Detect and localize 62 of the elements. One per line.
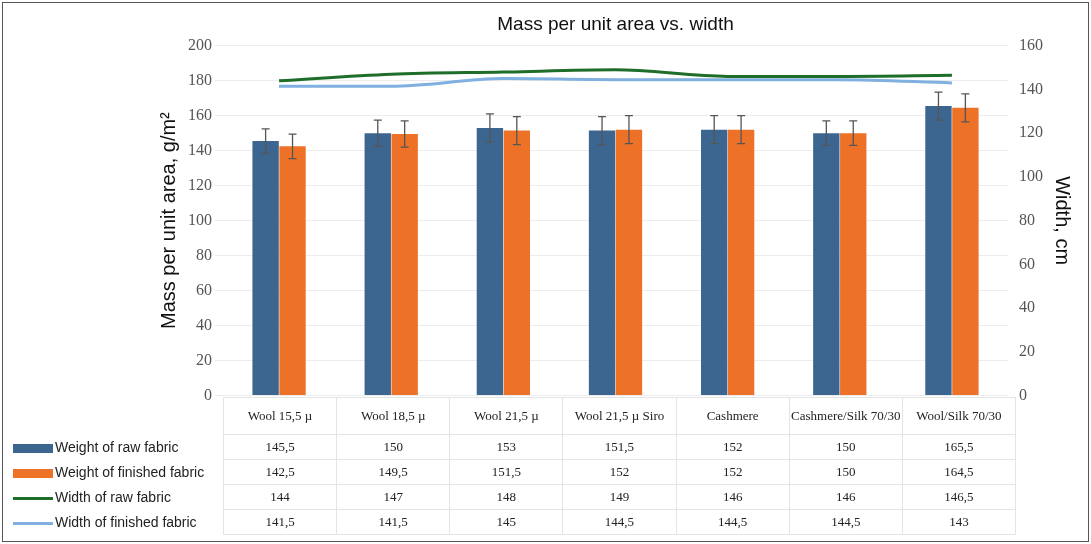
- data-label: 152: [676, 459, 790, 485]
- y-tick-label: 60: [196, 280, 212, 298]
- data-label: 148: [449, 484, 563, 510]
- data-label: 145,5: [223, 434, 337, 460]
- chart-title: Mass per unit area vs. width: [497, 12, 734, 34]
- data-label: 142,5: [223, 459, 337, 485]
- data-label: 144,5: [676, 509, 790, 535]
- y-tick-label: 160: [188, 105, 212, 123]
- y2-tick-label: 140: [1019, 79, 1043, 97]
- data-label: 151,5: [562, 434, 677, 460]
- y2-tick-label: 80: [1019, 210, 1035, 228]
- data-label: 146,5: [902, 484, 1016, 510]
- data-label: 147: [336, 484, 450, 510]
- y-tick-label: 80: [196, 245, 212, 263]
- data-label: 153: [449, 434, 563, 460]
- y-tick-label: 0: [204, 385, 212, 403]
- data-label: 141,5: [336, 509, 450, 535]
- y-tick-label: 140: [188, 140, 212, 158]
- y2-axis-title: Width, cm: [1052, 176, 1075, 266]
- data-label: 141,5: [223, 509, 337, 535]
- data-label: 144,5: [789, 509, 903, 535]
- data-label: 144: [223, 484, 337, 510]
- data-label: 164,5: [902, 459, 1016, 485]
- data-label: 150: [789, 434, 903, 460]
- x-tick-label: Wool 15,5 µ: [223, 397, 337, 435]
- y2-tick-label: 20: [1019, 341, 1035, 359]
- y-tick-label: 120: [188, 175, 212, 193]
- x-tick-label: Wool 21,5 µ: [449, 397, 563, 435]
- data-label: 149,5: [336, 459, 450, 485]
- y-tick-label: 180: [188, 70, 212, 88]
- x-tick-label: Cashmere: [676, 397, 790, 435]
- y2-tick-label: 120: [1019, 123, 1043, 141]
- x-tick-label: Wool 21,5 µ Siro: [562, 397, 677, 435]
- y2-tick-label: 160: [1019, 36, 1043, 53]
- data-label: 144,5: [562, 509, 677, 535]
- legend-label: Weight of finished fabric: [55, 464, 205, 481]
- x-tick-label: Cashmere/Silk 70/30: [789, 397, 903, 435]
- y-tick-label: 200: [188, 36, 212, 53]
- legend-label: Weight of raw fabric: [55, 439, 179, 456]
- data-label: 150: [336, 434, 450, 460]
- y2-tick-label: 60: [1019, 254, 1035, 272]
- data-label: 146: [789, 484, 903, 510]
- data-label: 143: [902, 509, 1016, 535]
- data-label: 150: [789, 459, 903, 485]
- y-tick-label: 100: [188, 210, 212, 228]
- data-label: 146: [676, 484, 790, 510]
- x-tick-label: Wool/Silk 70/30: [902, 397, 1016, 435]
- data-label: 145: [449, 509, 563, 535]
- y2-tick-label: 100: [1019, 167, 1043, 185]
- y-tick-label: 40: [196, 315, 212, 333]
- y-axis-title: Mass per unit area, g/m²: [156, 111, 179, 329]
- data-label: 165,5: [902, 434, 1016, 460]
- data-label: 152: [562, 459, 677, 485]
- x-tick-label: Wool 18,5 µ: [336, 397, 450, 435]
- data-label: 149: [562, 484, 677, 510]
- legend-label: Width of finished fabric: [55, 514, 197, 531]
- data-label: 151,5: [449, 459, 563, 485]
- data-label: 152: [676, 434, 790, 460]
- y-tick-label: 20: [196, 350, 212, 368]
- legend-label: Width of raw fabric: [55, 489, 171, 506]
- y2-tick-label: 40: [1019, 298, 1035, 316]
- y2-tick-label: 0: [1019, 385, 1027, 403]
